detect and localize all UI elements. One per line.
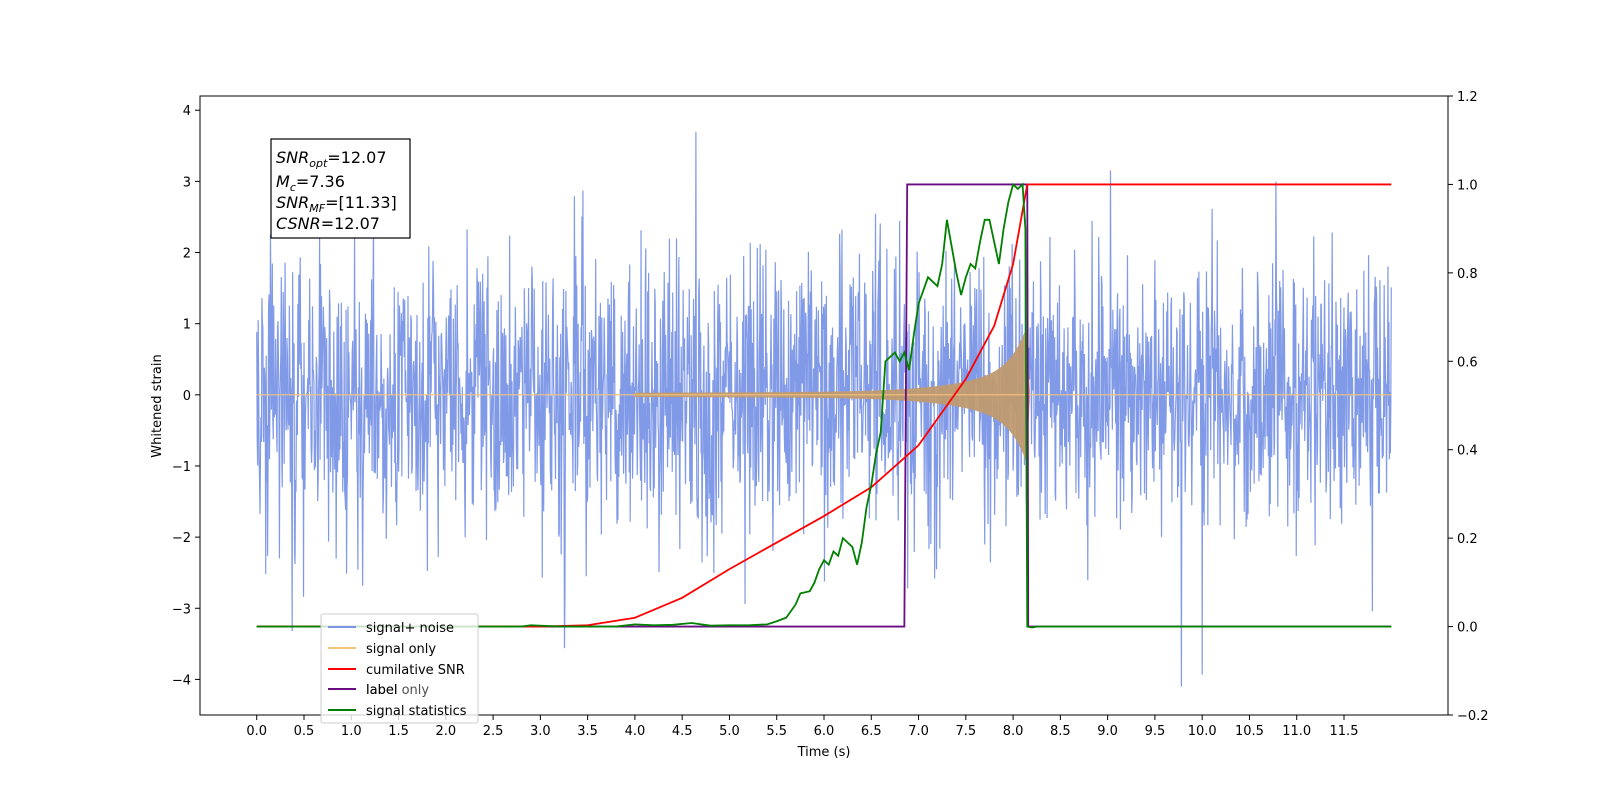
info-mc-value: =7.36 (296, 172, 345, 191)
x-tick-label: 2.0 (435, 724, 456, 739)
info-snr-mf: SNRMF=[11.33] (276, 193, 397, 215)
info-snr-opt-value: =12.07 (327, 148, 386, 167)
y-right-tick-label: 0.8 (1457, 267, 1478, 282)
legend-entry-text: signal+ noise (366, 621, 454, 636)
x-tick-label: 0.5 (294, 724, 315, 739)
x-tick-label: 8.0 (1003, 724, 1024, 739)
info-snr-opt: SNRopt=12.07 (276, 148, 387, 170)
info-csnr-value: =12.07 (321, 214, 380, 233)
legend: label only signal+ noise signal only cumila… (320, 613, 479, 724)
x-tick-label: 2.5 (483, 724, 504, 739)
y-left-tick-label: 1 (183, 318, 191, 333)
y-left-tick-label: −3 (172, 602, 191, 617)
x-axis: 0.0 0.5 1.0 1.5 2.0 2.5 3.0 3.5 4.0 4.5 5.0 5.5 6.0 6… (246, 715, 1358, 739)
x-tick-label: 9.0 (1097, 724, 1118, 739)
y-left-tick-label: 2 (183, 247, 191, 262)
y-right-tick-label: 0.4 (1457, 444, 1478, 459)
legend-entry-text: signal only (366, 642, 436, 657)
y-left-tick-label: −4 (172, 673, 191, 688)
x-tick-label: 3.5 (577, 724, 598, 739)
x-tick-label: 5.5 (766, 724, 787, 739)
y-left-tick-label: 4 (183, 104, 191, 119)
legend-label-only-text: label only (366, 683, 429, 698)
x-tick-label: 7.0 (908, 724, 929, 739)
x-tick-label: 7.5 (955, 724, 976, 739)
legend-entry-text: label (366, 683, 397, 698)
y-right-tick-label: 1.2 (1457, 90, 1478, 105)
x-tick-label: 1.0 (341, 724, 362, 739)
y-axis-right: −0.2 0.0 0.2 0.4 0.6 0.8 1.0 1.2 (1448, 90, 1489, 724)
y-left-tick-label: −1 (172, 460, 191, 475)
x-tick-label: 11.0 (1282, 724, 1311, 739)
x-tick-label: 4.5 (672, 724, 693, 739)
y-right-tick-label: 0.6 (1457, 355, 1478, 370)
x-tick-label: 9.5 (1145, 724, 1166, 739)
cumulative-snr-line (256, 183, 1392, 628)
y-left-tick-label: −2 (172, 531, 191, 546)
signal-statistics-line (256, 182, 1392, 629)
y-left-tick-label: 0 (183, 389, 191, 404)
y-right-tick-label: 1.0 (1457, 178, 1478, 193)
y-right-tick-label: 0.0 (1457, 621, 1478, 636)
x-tick-label: 6.0 (814, 724, 835, 739)
x-tick-label: 0.0 (246, 724, 267, 739)
x-tick-label: 8.5 (1050, 724, 1071, 739)
y-right-tick-label: 0.2 (1457, 532, 1478, 547)
signal-noise-line (256, 131, 1392, 687)
info-mc: Mc=7.36 (276, 172, 345, 194)
x-tick-label: 1.5 (388, 724, 409, 739)
x-tick-label: 5.0 (719, 724, 740, 739)
x-tick-label: 4.0 (625, 724, 646, 739)
y-axis-label: Whitened strain (150, 354, 165, 457)
info-snr-mf-value: =[11.33] (325, 193, 397, 212)
y-axis-left: −4 −3 −2 −1 0 1 2 3 4 (172, 104, 200, 688)
legend-entry-text: cumilative SNR (366, 663, 465, 678)
info-box: SNRopt=12.07 Mc=7.36 SNRMF=[11.33] CSNR=… (270, 138, 411, 239)
x-tick-label: 10.0 (1188, 724, 1217, 739)
plot-series (256, 131, 1392, 687)
y-left-tick-label: 3 (183, 175, 191, 190)
y-right-tick-label: −0.2 (1457, 709, 1489, 724)
info-csnr: CSNR=12.07 (276, 214, 380, 233)
x-axis-label: Time (s) (797, 745, 851, 760)
x-tick-label: 3.0 (530, 724, 551, 739)
info-box-frame (270, 138, 411, 239)
legend-frame (320, 613, 479, 724)
x-tick-label: 10.5 (1235, 724, 1264, 739)
x-tick-label: 11.5 (1330, 724, 1359, 739)
legend-entry-text: signal statistics (366, 704, 467, 719)
x-tick-label: 6.5 (861, 724, 882, 739)
